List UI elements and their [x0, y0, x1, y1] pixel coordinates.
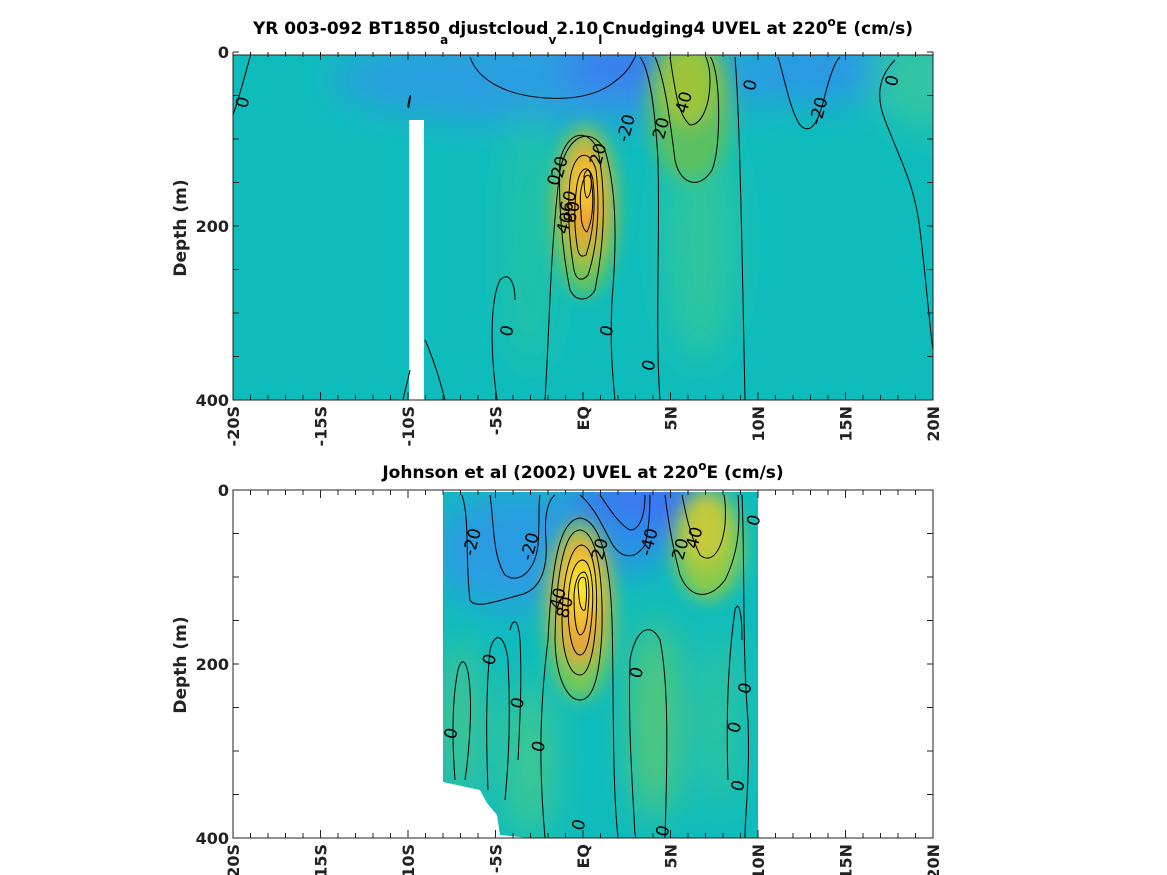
x-tick-label: 10N — [749, 844, 768, 875]
x-tick-label: -20S — [224, 406, 243, 446]
x-tick-label: -15S — [312, 406, 331, 446]
contour-label: 0 — [441, 726, 463, 742]
x-tick-label: -15S — [312, 844, 331, 875]
contour-label: 0 — [479, 652, 501, 668]
x-tick-label: EQ — [574, 406, 593, 431]
bottom-heatmap — [443, 492, 758, 838]
x-tick-label: 15N — [837, 406, 856, 442]
top-heatmap — [233, 55, 933, 400]
y-tick-label: 400 — [196, 829, 229, 848]
contour-label: 0 — [740, 77, 762, 93]
x-tick-label: 20N — [924, 406, 943, 442]
contour-label: 0 — [743, 513, 765, 529]
top-contours — [233, 56, 933, 400]
x-tick-label: 5N — [662, 844, 681, 869]
top-chart-title: YR 003-092 BT1850adjustcloudv2.10lCnudgi… — [252, 15, 913, 47]
bottom-y-axis-label: Depth (m) — [171, 616, 191, 713]
y-tick-label: 0 — [218, 43, 229, 62]
bottom-x-ticks: -20S -15S -10S -5S EQ 5N 10N 15N 20N — [224, 490, 943, 875]
contour-label: 0 — [232, 95, 254, 111]
contour-label: 0 — [497, 323, 519, 339]
bottom-contours — [452, 494, 749, 838]
contour-label: 0 — [596, 323, 618, 339]
contour-label: 0 — [735, 681, 757, 697]
contour-label: 0 — [638, 358, 660, 374]
contour-label: 0 — [544, 172, 566, 188]
x-tick-label: 5N — [662, 406, 681, 431]
contour-label: 0 — [528, 739, 550, 755]
y-tick-label: 400 — [196, 391, 229, 410]
x-tick-label: 20N — [924, 844, 943, 875]
contour-label: 0 — [568, 817, 590, 833]
x-tick-label: -5S — [487, 844, 506, 873]
contour-label: 0 — [728, 778, 750, 794]
y-tick-label: 200 — [196, 217, 229, 236]
top-y-ticks: 0 200 400 — [196, 43, 933, 410]
bottom-chart: Johnson et al (2002) UVEL at 220oE (cm/s… — [171, 459, 943, 875]
x-tick-label: -10S — [399, 844, 418, 875]
contour-label: 0 — [652, 823, 674, 839]
contour-label: 0 — [724, 720, 746, 736]
x-tick-label: -5S — [487, 406, 506, 435]
contour-label: 0 — [507, 695, 529, 711]
top-y-axis-label: Depth (m) — [171, 179, 191, 276]
x-tick-label: 15N — [837, 844, 856, 875]
y-tick-label: 200 — [196, 655, 229, 674]
contour-label: 0 — [626, 665, 648, 681]
top-chart: YR 003-092 BT1850adjustcloudv2.10lCnudgi… — [171, 15, 943, 446]
x-tick-label: -20S — [224, 844, 243, 875]
bottom-chart-title: Johnson et al (2002) UVEL at 220oE (cm/s… — [381, 459, 783, 483]
contour-label: 0 — [882, 73, 904, 89]
x-tick-label: EQ — [574, 844, 593, 869]
y-tick-label: 0 — [218, 481, 229, 500]
top-missing-data-strip — [409, 120, 424, 400]
x-tick-label: 10N — [749, 406, 768, 442]
top-x-ticks: -20S -15S -10S -5S EQ 5N 10N 15N 20N — [224, 52, 943, 446]
bottom-y-ticks: 0 200 400 — [196, 481, 933, 848]
x-tick-label: -10S — [399, 406, 418, 446]
